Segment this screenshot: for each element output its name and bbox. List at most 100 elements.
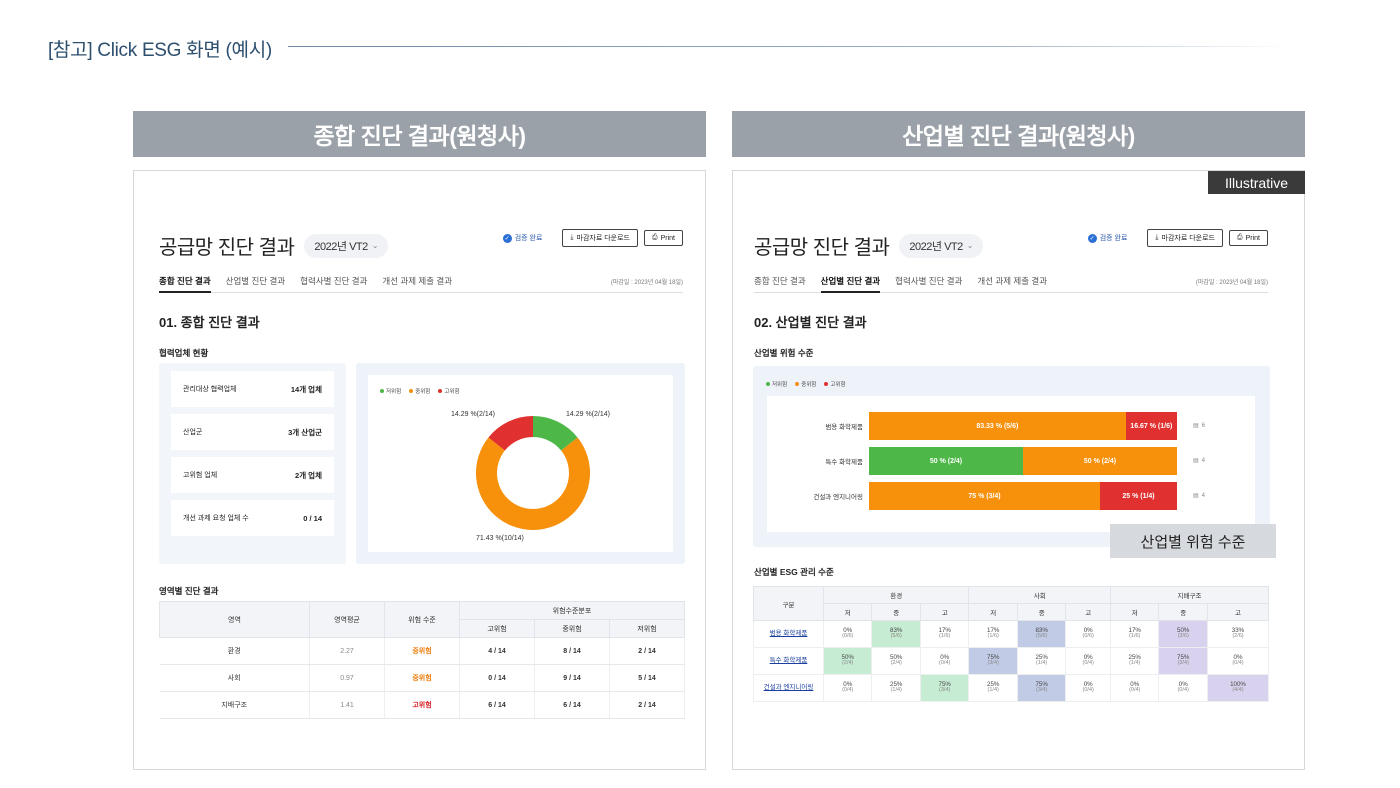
left-tab-improvement[interactable]: 개선 과제 제출 결과 — [382, 276, 453, 286]
bar-row: 건설과 엔지니어링 75 % (3/4) 25 % (1/4) ▤ 4 — [767, 482, 1255, 510]
left-tab-overall[interactable]: 종합 진단 결과 — [159, 273, 211, 293]
right-tab-overall[interactable]: 종합 진단 결과 — [754, 276, 806, 286]
donut-slice-mid — [476, 437, 590, 530]
left-download-button[interactable]: ⤓ 마감자료 다운로드 — [562, 229, 638, 247]
esg-cell-count: (0/4) — [1177, 687, 1189, 694]
left-print-button[interactable]: ⎙ Print — [643, 230, 683, 246]
esg-cell-count: (5/6) — [890, 633, 902, 640]
right-tab-improvement[interactable]: 개선 과제 제출 결과 — [977, 276, 1048, 286]
right-tab-industry[interactable]: 산업별 진단 결과 — [820, 273, 881, 293]
right-download-button[interactable]: ⤓ 마감자료 다운로드 — [1147, 229, 1223, 247]
left-tab-industry[interactable]: 산업별 진단 결과 — [225, 276, 286, 286]
col-level-high: 고 — [1065, 603, 1111, 621]
col-group-gov: 지배구조 — [1110, 586, 1269, 604]
table-row: 환경 2.27 중위험 4 / 14 8 / 14 2 / 14 — [159, 637, 685, 665]
stat-item: 개선 과제 요청 업체 수 0 / 14 — [171, 500, 334, 536]
esg-cell-count: (0/6) — [842, 633, 854, 640]
col-level-low: 저 — [822, 603, 873, 621]
esg-cell-percent: 0% — [1130, 680, 1140, 688]
bar-segment-mid: 83.33 % (5/6) — [869, 412, 1126, 440]
esg-cell: 25% (1/4) — [1016, 647, 1067, 675]
stat-value: 14개 업체 — [290, 384, 322, 394]
esg-cell: 25% (1/4) — [871, 674, 921, 702]
legend-item-low: 저위험 — [766, 380, 787, 388]
esg-cell: 25% (1/4) — [1109, 647, 1160, 675]
industry-risk-chart-box: 저위험 중위험 고위험 범용 화학제품 83.33 % (5/6) 16.67 … — [753, 366, 1270, 547]
esg-cell-count: (1/4) — [1129, 660, 1141, 667]
esg-cell: 0% (0/4) — [919, 647, 970, 675]
right-verify-status: ✓ 검증 완료 — [1087, 233, 1127, 243]
right-tab-supplier[interactable]: 협력사별 진단 결과 — [895, 276, 963, 286]
right-banner: 산업별 진단 결과(원청사) — [732, 111, 1305, 157]
esg-cell-percent: 75% — [987, 653, 1000, 661]
esg-cell: 83% (5/6) — [871, 620, 921, 648]
bar-count-value: 6 — [1201, 422, 1206, 429]
esg-cell-count: (0/4) — [842, 687, 854, 694]
esg-cell-percent: 50% — [841, 653, 854, 661]
left-tab-supplier[interactable]: 협력사별 진단 결과 — [300, 276, 368, 286]
industry-link[interactable]: 건설과 엔지니어링 — [753, 674, 824, 702]
cell-domain: 사회 — [159, 664, 310, 692]
esg-cell-count: (0/4) — [939, 660, 951, 667]
cell-high: 0 / 14 — [459, 664, 535, 692]
industry-link[interactable]: 특수 화학제품 — [753, 647, 824, 675]
esg-cell-percent: 0% — [1083, 680, 1093, 688]
right-period-select[interactable]: 2022년 VT2 ⌄ — [899, 233, 983, 258]
bar-track: 50 % (2/4) 50 % (2/4) — [869, 447, 1177, 475]
esg-cell-count: (2/4) — [890, 660, 902, 667]
right-print-button[interactable]: ⎙ Print — [1228, 230, 1268, 246]
left-status-title: 협력업체 현황 — [159, 348, 209, 358]
esg-cell-count: (1/6) — [1129, 633, 1141, 640]
bar-label: 범용 화학제품 — [825, 424, 863, 431]
stat-label: 관리대상 협력업체 — [183, 386, 237, 393]
table-row: 지배구조 1.41 고위험 6 / 14 6 / 14 2 / 14 — [159, 691, 685, 719]
esg-cell-count: (0/4) — [1232, 660, 1244, 667]
left-page-title-row: 공급망 진단 결과 2022년 VT2 ⌄ — [159, 231, 388, 260]
right-date-note: (마감일 : 2023년 04월 18일) — [1195, 280, 1268, 286]
download-icon: ⤓ — [1155, 234, 1159, 241]
print-icon: ⎙ — [1236, 234, 1243, 241]
chevron-down-icon: ⌄ — [966, 241, 974, 250]
stat-label: 고위험 업체 — [183, 472, 218, 479]
right-period-value: 2022년 VT2 — [909, 240, 963, 253]
esg-cell-percent: 50% — [890, 653, 903, 661]
industry-link[interactable]: 범용 화학제품 — [753, 620, 824, 648]
esg-cell: 17% (1/6) — [1109, 620, 1160, 648]
print-icon: ⎙ — [651, 234, 658, 241]
left-period-select[interactable]: 2022년 VT2 ⌄ — [304, 233, 388, 258]
bar-segment-high: 25 % (1/4) — [1100, 482, 1177, 510]
esg-cell-count: (1/4) — [987, 687, 999, 694]
esg-cell: 50% (3/6) — [1158, 620, 1208, 648]
col-level-low: 저 — [1109, 603, 1160, 621]
cell-mid: 6 / 14 — [534, 691, 610, 719]
esg-cell-count: (4/4) — [1232, 687, 1244, 694]
bar-segment-low: 50 % (2/4) — [869, 447, 1023, 475]
legend-item-high: 고위험 — [438, 387, 460, 395]
esg-cell-percent: 75% — [1177, 653, 1190, 661]
bar-count: ▤ 4 — [1193, 457, 1205, 465]
left-period-value: 2022년 VT2 — [314, 240, 368, 253]
esg-cell-count: (3/4) — [1177, 660, 1189, 667]
check-icon: ✓ — [502, 233, 512, 243]
esg-cell-count: (0/4) — [1082, 687, 1094, 694]
esg-cell: 75% (3/4) — [919, 674, 970, 702]
left-download-label: 마감자료 다운로드 — [576, 235, 630, 242]
building-icon: ▤ — [1193, 458, 1199, 464]
col-low: 저위험 — [609, 619, 685, 638]
check-icon: ✓ — [1087, 233, 1097, 243]
cell-avg: 1.41 — [309, 691, 385, 719]
esg-cell: 75% (3/4) — [968, 647, 1018, 675]
right-download-label: 마감자료 다운로드 — [1161, 235, 1215, 242]
col-high: 고위험 — [459, 619, 535, 638]
col-dist: 위험수준분포 — [459, 601, 685, 620]
col-level-high: 고 — [1206, 603, 1270, 621]
esg-cell: 75% (3/4) — [1016, 674, 1067, 702]
cell-mid: 9 / 14 — [534, 664, 610, 692]
donut-legend: 저위험 중위험 고위험 — [380, 387, 460, 395]
esg-cell-percent: 0% — [940, 653, 950, 661]
esg-cell-percent: 83% — [1035, 626, 1048, 634]
right-section-title: 02. 산업별 진단 결과 — [754, 315, 867, 330]
col-level-mid: 중 — [1016, 603, 1067, 621]
legend-item-mid: 중위험 — [795, 380, 816, 388]
